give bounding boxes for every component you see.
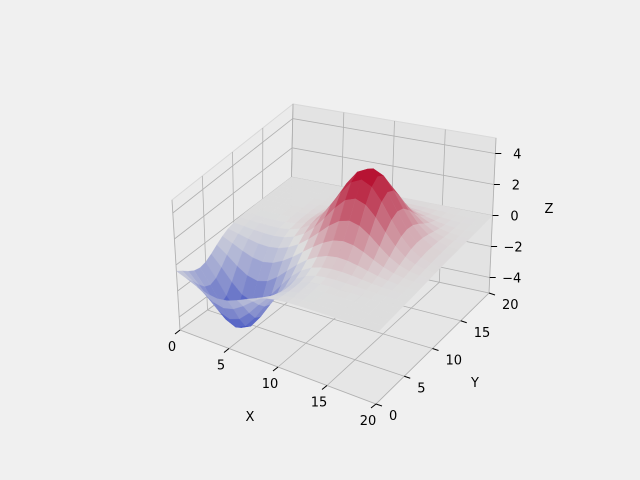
y-tick-label: 5 (417, 381, 425, 396)
x-tick-label: 10 (262, 377, 279, 392)
y-tick-label: 15 (474, 326, 491, 341)
x-axis-label: X (246, 410, 255, 425)
x-tick-mark (272, 366, 279, 372)
x-tick-mark (321, 385, 328, 390)
z-tick-label: 2 (512, 179, 520, 194)
x-tick-mark (370, 403, 377, 409)
z-tick-label: 0 (510, 210, 518, 225)
z-tick-label: −2 (504, 241, 523, 256)
x-tick-mark (174, 329, 181, 335)
y-gridline (201, 175, 405, 377)
z-tick-label: −4 (502, 272, 521, 287)
y-tick-label: 10 (446, 354, 463, 369)
y-tick-mark (404, 375, 411, 379)
y-tick-label: 20 (502, 298, 519, 313)
z-gridline (174, 147, 494, 240)
y-axis-label: Y (470, 376, 479, 391)
z-gridline (172, 118, 496, 214)
x-tick-label: 0 (168, 340, 176, 355)
x-tick-label: 5 (217, 359, 225, 374)
surface-mesh (175, 168, 493, 333)
y-tick-mark (375, 403, 383, 407)
y-tick-mark (488, 292, 496, 296)
y-tick-label: 0 (389, 409, 397, 424)
z-axis-label: Z (545, 202, 554, 217)
y-tick-mark (432, 348, 439, 351)
z-tick-label: 4 (513, 148, 521, 163)
x-tick-label: 20 (360, 414, 377, 429)
x-tick-label: 15 (311, 396, 328, 411)
surface-facet (367, 322, 384, 333)
x-tick-mark (223, 348, 230, 353)
y-tick-mark (460, 320, 467, 324)
